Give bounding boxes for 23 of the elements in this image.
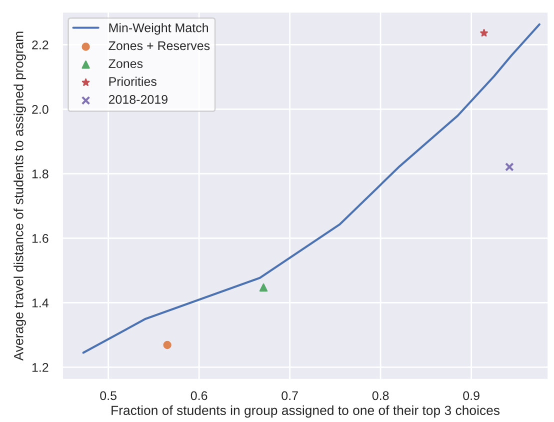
y-tick-label: 2.0 xyxy=(32,105,48,114)
y-tick-label: 1.2 xyxy=(32,363,48,372)
x-tick-label: 0.7 xyxy=(282,391,298,400)
legend-label: Min-Weight Match xyxy=(109,23,208,35)
x-tick-label: 0.5 xyxy=(100,391,116,400)
y-axis-title: Average travel distance of students to assigned program xyxy=(14,32,26,361)
y-tick-label: 1.8 xyxy=(32,170,48,178)
point xyxy=(163,340,172,350)
x-tick-label: 0.9 xyxy=(463,391,480,400)
x-axis-title: Fraction of students in group assigned to one of their top 3 choices xyxy=(112,405,500,418)
point xyxy=(259,283,268,292)
legend-label: Zones + Reserves xyxy=(108,41,210,50)
point xyxy=(480,29,488,37)
legend-label: 2018-2019 xyxy=(108,95,168,104)
y-tick-label: 2.2 xyxy=(32,40,48,50)
legend-label: Zones xyxy=(108,59,143,68)
x-tick-label: 0.8 xyxy=(372,391,389,400)
line-series xyxy=(82,23,540,354)
x-tick-label: 0.6 xyxy=(190,391,208,400)
legend-label: Priorities xyxy=(109,76,156,86)
y-tick-label: 1.6 xyxy=(32,234,48,243)
point xyxy=(504,162,514,172)
y-tick-label: 1.4 xyxy=(32,298,48,308)
